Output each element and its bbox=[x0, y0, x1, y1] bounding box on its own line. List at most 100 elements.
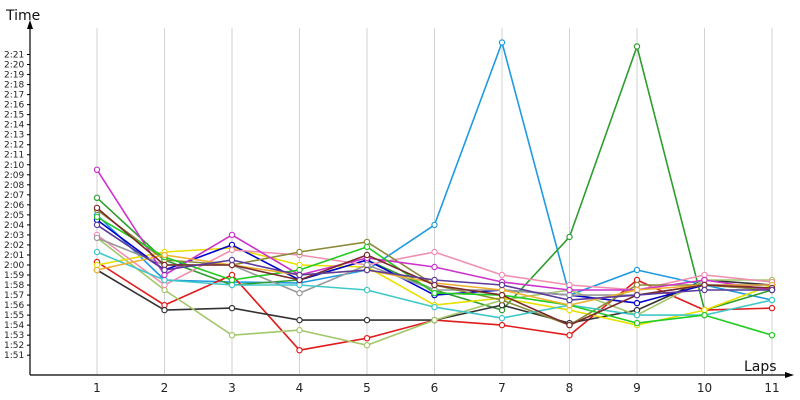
y-tick-label: 1:51 bbox=[4, 351, 24, 361]
data-point bbox=[498, 321, 506, 329]
y-tick-labels: 1:511:521:531:541:551:561:571:581:592:00… bbox=[4, 51, 30, 361]
data-point bbox=[93, 221, 101, 229]
y-tick-label: 2:19 bbox=[4, 71, 24, 81]
y-tick-label: 2:17 bbox=[4, 91, 24, 101]
data-point bbox=[498, 39, 506, 46]
y-tick-label: 2:06 bbox=[4, 201, 24, 211]
x-tick-label: 10 bbox=[697, 381, 712, 395]
y-tick-label: 2:20 bbox=[4, 61, 24, 71]
data-point bbox=[633, 299, 641, 307]
data-point bbox=[161, 251, 168, 259]
data-point bbox=[701, 286, 708, 294]
y-tick-label: 2:12 bbox=[4, 141, 24, 151]
data-point bbox=[296, 248, 303, 256]
data-point bbox=[498, 291, 506, 299]
data-point bbox=[93, 204, 101, 212]
data-point bbox=[768, 304, 776, 312]
y-tick-label: 2:14 bbox=[4, 121, 24, 131]
data-point bbox=[363, 266, 371, 274]
data-point bbox=[768, 296, 776, 304]
data-point bbox=[228, 304, 236, 312]
data-point bbox=[363, 342, 371, 349]
series-16 bbox=[93, 221, 776, 304]
data-point bbox=[363, 316, 371, 324]
data-point bbox=[363, 335, 371, 342]
data-point bbox=[566, 332, 573, 339]
data-point bbox=[566, 286, 573, 294]
y-tick-label: 1:52 bbox=[4, 341, 24, 351]
x-tick-label: 8 bbox=[566, 381, 574, 395]
y-tick-label: 2:02 bbox=[4, 241, 24, 251]
data-point bbox=[296, 271, 303, 279]
y-tick-label: 2:09 bbox=[4, 171, 24, 181]
data-point bbox=[93, 248, 101, 256]
y-tick-label: 2:15 bbox=[4, 111, 24, 121]
data-point bbox=[363, 243, 371, 251]
data-point bbox=[228, 256, 236, 264]
x-tick-label: 3 bbox=[228, 381, 236, 395]
data-point bbox=[296, 347, 303, 354]
data-point bbox=[633, 43, 641, 50]
data-point bbox=[566, 321, 573, 329]
y-tick-label: 1:54 bbox=[4, 321, 24, 331]
data-point bbox=[431, 303, 438, 311]
data-point bbox=[296, 326, 303, 334]
data-point bbox=[633, 266, 641, 274]
x-tick-label: 9 bbox=[633, 381, 641, 395]
data-point bbox=[93, 213, 101, 221]
y-tick-label: 2:10 bbox=[4, 161, 24, 171]
data-point bbox=[228, 332, 236, 339]
data-point bbox=[498, 281, 506, 289]
x-tick-label: 1 bbox=[93, 381, 101, 395]
x-tick-label: 7 bbox=[498, 381, 506, 395]
data-point bbox=[431, 221, 438, 229]
y-tick-label: 2:08 bbox=[4, 181, 24, 191]
data-point bbox=[431, 289, 438, 297]
data-point bbox=[431, 263, 438, 271]
y-tick-label: 2:18 bbox=[4, 81, 24, 91]
data-point bbox=[701, 311, 708, 319]
y-tick-label: 1:55 bbox=[4, 311, 24, 321]
y-tick-label: 2:03 bbox=[4, 231, 24, 241]
y-tick-label: 1:59 bbox=[4, 271, 24, 281]
y-tick-label: 2:00 bbox=[4, 261, 24, 271]
data-point bbox=[633, 286, 641, 294]
y-tick-label: 2:04 bbox=[4, 221, 24, 231]
data-point bbox=[161, 306, 168, 314]
y-tick-label: 1:56 bbox=[4, 301, 24, 311]
y-tick-label: 1:57 bbox=[4, 291, 24, 301]
y-tick-label: 2:21 bbox=[4, 51, 24, 61]
data-point bbox=[566, 296, 573, 304]
data-point bbox=[93, 166, 101, 173]
data-point bbox=[498, 271, 506, 279]
y-tick-label: 1:53 bbox=[4, 331, 24, 341]
data-point bbox=[363, 286, 371, 294]
data-point bbox=[228, 246, 236, 254]
data-point bbox=[228, 241, 236, 249]
data-point bbox=[431, 316, 438, 324]
x-tick-label: 11 bbox=[764, 381, 779, 395]
data-point bbox=[768, 332, 776, 339]
data-point bbox=[633, 291, 641, 299]
x-axis-title: Laps bbox=[744, 359, 777, 375]
data-point bbox=[93, 234, 101, 242]
data-point bbox=[498, 314, 506, 322]
data-point bbox=[296, 289, 303, 297]
y-tick-label: 2:16 bbox=[4, 101, 24, 111]
y-tick-label: 2:13 bbox=[4, 131, 24, 141]
data-point bbox=[633, 319, 641, 327]
y-tick-label: 2:05 bbox=[4, 211, 24, 221]
data-point bbox=[431, 276, 438, 284]
y-tick-label: 2:01 bbox=[4, 251, 24, 261]
x-axis-arrow bbox=[785, 372, 794, 378]
data-point bbox=[296, 316, 303, 324]
x-tick-labels: 1 2 3 4 5 6 7 8 9 10 11 bbox=[93, 381, 779, 395]
series-layer bbox=[93, 39, 776, 354]
data-point bbox=[228, 231, 236, 239]
data-point bbox=[93, 266, 101, 274]
data-point bbox=[93, 194, 101, 201]
data-point bbox=[431, 248, 438, 256]
x-tick-label: 4 bbox=[296, 381, 304, 395]
axis-layer bbox=[27, 20, 794, 378]
x-tick-label: 5 bbox=[363, 381, 371, 395]
